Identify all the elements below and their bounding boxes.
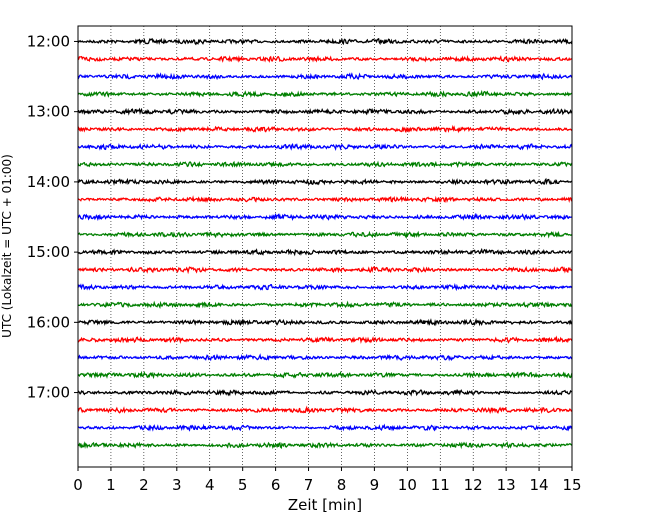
y-tick-label: 14:00 xyxy=(27,173,70,191)
trace-line xyxy=(77,72,573,81)
trace-line xyxy=(77,247,573,257)
trace-line xyxy=(77,230,573,239)
x-tick-label: 9 xyxy=(370,476,380,494)
trace-line xyxy=(77,335,573,345)
x-tick-label: 0 xyxy=(73,476,83,494)
x-tick-label: 14 xyxy=(530,476,549,494)
trace-line xyxy=(77,441,573,450)
y-axis-label: UTC (Lokalzeit = UTC + 01:00) xyxy=(0,154,14,338)
x-tick-label: 15 xyxy=(562,476,581,494)
y-tick-label: 17:00 xyxy=(27,384,70,402)
x-tick-label: 6 xyxy=(271,476,281,494)
x-tick-label: 2 xyxy=(139,476,149,494)
trace-line xyxy=(77,54,573,63)
trace-line xyxy=(77,370,573,380)
trace-line xyxy=(77,177,573,186)
y-tick-label: 16:00 xyxy=(27,313,70,331)
trace-line xyxy=(77,212,573,222)
trace-line xyxy=(77,142,573,152)
plot-frame xyxy=(77,25,573,468)
trace-line xyxy=(77,265,573,275)
x-tick-label: 13 xyxy=(497,476,516,494)
trace-line xyxy=(77,300,573,310)
trace-line xyxy=(77,37,573,46)
x-tick-label: 3 xyxy=(172,476,182,494)
y-tick-label: 13:00 xyxy=(27,103,70,121)
trace-line xyxy=(77,318,573,327)
trace-line xyxy=(77,353,573,362)
x-tick-label: 10 xyxy=(398,476,417,494)
x-tick-label: 7 xyxy=(304,476,314,494)
trace-line xyxy=(77,423,573,432)
x-tick-label: 1 xyxy=(106,476,116,494)
seismogram-traces xyxy=(77,37,573,450)
x-axis: 0 1 2 3 4 5 6 7 8 9 10 11 12 13 14 15 xyxy=(73,467,582,494)
y-tick-label: 12:00 xyxy=(27,32,70,50)
x-tick-label: 5 xyxy=(238,476,248,494)
trace-line xyxy=(77,388,573,397)
trace-line xyxy=(77,124,573,134)
x-tick-label: 12 xyxy=(464,476,483,494)
trace-line xyxy=(77,282,573,292)
x-axis-label: Zeit [min] xyxy=(288,496,362,514)
trace-line xyxy=(77,160,573,169)
y-tick-label: 15:00 xyxy=(27,243,70,261)
x-tick-label: 4 xyxy=(205,476,215,494)
trace-line xyxy=(77,405,573,415)
x-tick-label: 8 xyxy=(337,476,347,494)
y-axis: 12:00 13:00 14:00 15:00 16:00 17:00 xyxy=(27,32,78,402)
trace-line xyxy=(77,89,573,99)
trace-line xyxy=(77,195,573,204)
trace-line xyxy=(77,107,573,116)
x-tick-label: 11 xyxy=(431,476,450,494)
